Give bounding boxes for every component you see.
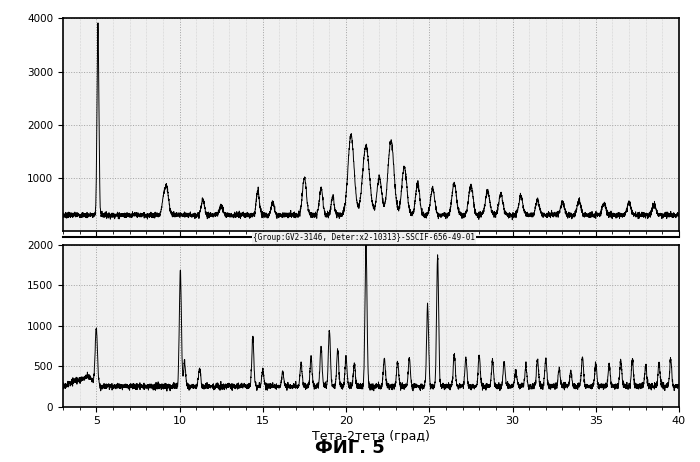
Text: ФИГ. 5: ФИГ. 5 bbox=[315, 439, 385, 457]
Text: {Group:GV2-3146, Deter:x2-10313}-SSCIF-656-49-01: {Group:GV2-3146, Deter:x2-10313}-SSCIF-6… bbox=[253, 233, 475, 243]
X-axis label: Тета-2тета (град): Тета-2тета (град) bbox=[312, 431, 430, 444]
